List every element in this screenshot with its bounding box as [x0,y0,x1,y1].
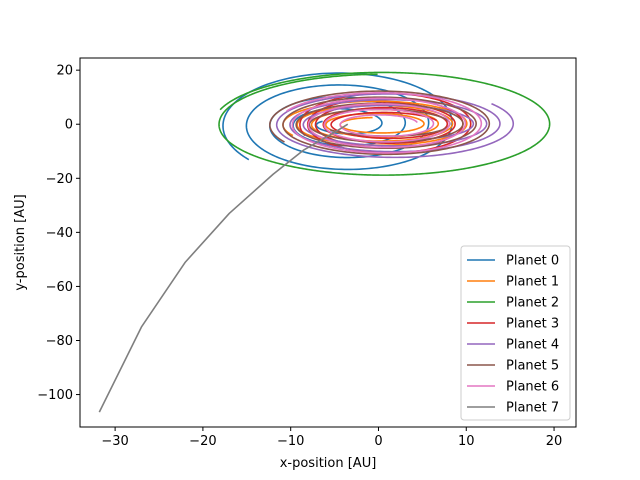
y-tick-label: −60 [46,280,73,295]
legend-entries: Planet 0 Planet 1 Planet 2 Planet 3 Planet 4… [467,254,559,416]
legend: Planet 0 Planet 1 Planet 2 Planet 3 Planet 4… [460,245,571,421]
legend-label: Planet 1 [506,275,559,290]
x-axis-label: x-position [AU] [280,456,377,471]
x-tick-label: −30 [101,434,128,449]
x-tick-label: 0 [374,434,382,449]
x-tick-label: −10 [277,434,304,449]
legend-label: Planet 4 [506,338,559,353]
y-tick-label: −20 [46,172,73,187]
plot-frame [79,57,577,428]
legend-label: Planet 5 [506,359,559,374]
x-tick-label: 20 [546,434,563,449]
series-line-planet-0 [222,72,453,171]
x-axis-ticks: −30 −20 −10 0 10 20 [101,427,562,449]
y-tick-label: 0 [65,118,73,133]
legend-label: Planet 7 [506,401,559,416]
series-line-planet-2 [218,71,551,176]
y-axis-ticks: 20 0 −20 −40 −60 −80 −100 [37,64,80,403]
legend-label: Planet 0 [506,254,559,269]
series-layer [98,71,551,413]
series-line-planet-7 [98,123,349,413]
legend-label: Planet 3 [506,317,559,332]
legend-frame [460,245,571,421]
legend-label: Planet 2 [506,296,559,311]
series-line-planet-4 [275,93,515,159]
y-tick-label: 20 [56,64,73,79]
y-tick-label: −40 [46,226,73,241]
y-axis-label: y-position [AU] [13,194,28,290]
y-tick-label: −80 [46,334,73,349]
x-tick-label: 10 [458,434,475,449]
x-tick-label: −20 [189,434,216,449]
series-line-planet-6 [286,92,483,154]
y-tick-label: −100 [37,388,73,403]
legend-label: Planet 6 [506,380,559,395]
